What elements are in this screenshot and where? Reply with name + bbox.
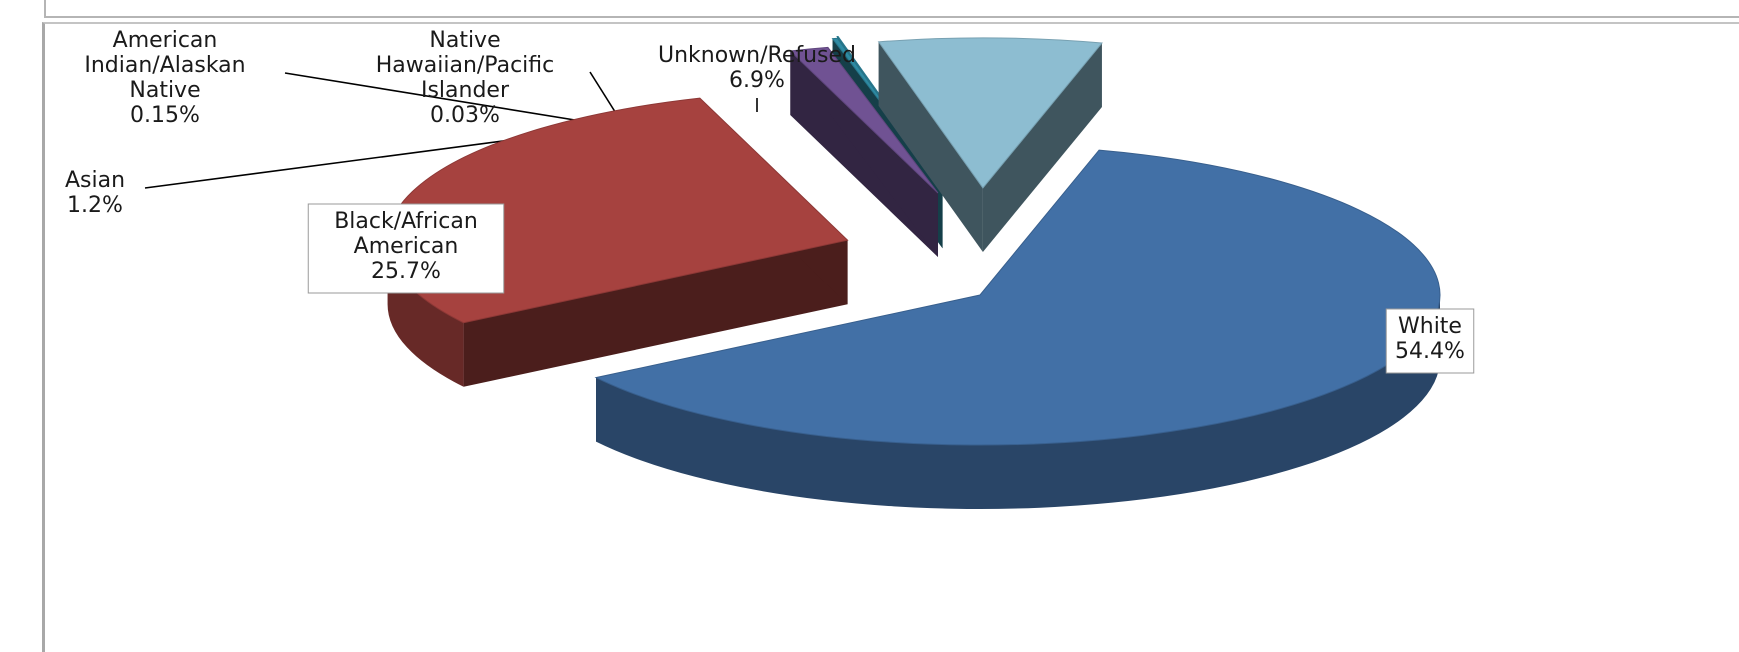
slice-outer-wall	[387, 240, 464, 387]
data-label-line: 25.7%	[371, 259, 441, 284]
slice-side-wall	[878, 41, 983, 252]
data-label-line: 54.4%	[1395, 339, 1465, 364]
data-label-box	[307, 203, 505, 294]
data-label-line: Indian/Alaskan	[84, 53, 245, 78]
data-label-line: American	[113, 28, 218, 53]
data-label-line: 0.15%	[130, 103, 200, 128]
pie-slice-5	[877, 37, 1103, 252]
data-label-line: Native	[429, 28, 500, 53]
pie-chart: White54.4%Black/AfricanAmerican25.7%Asia…	[65, 28, 1475, 510]
data-label-line: Hawaiian/Pacific	[376, 53, 554, 78]
pie-slices	[387, 35, 1441, 510]
slice-side-wall	[463, 240, 848, 387]
slice-side-wall	[982, 43, 1102, 252]
data-label-line: 1.2%	[67, 193, 123, 218]
data-label-line: 6.9%	[729, 68, 785, 93]
data-label-box	[1385, 308, 1475, 374]
data-label-line: Islander	[421, 78, 510, 103]
data-label-line: White	[1398, 314, 1462, 339]
slice-top-face	[877, 37, 1103, 189]
pie-slice-0	[594, 149, 1441, 510]
slice-outer-wall	[596, 295, 1440, 510]
slice-top-face	[594, 149, 1441, 446]
pie-slice-2	[789, 46, 939, 258]
leader-line	[284, 72, 619, 128]
data-label-line: American	[354, 234, 459, 259]
top-panel-border	[44, 0, 1739, 18]
data-label-line: Black/African	[334, 209, 478, 234]
data-label-line: 0.03%	[430, 103, 500, 128]
data-labels: White54.4%Black/AfricanAmerican25.7%Asia…	[65, 28, 1475, 374]
slice-top-face	[789, 46, 939, 194]
data-label-line: Asian	[65, 168, 125, 193]
data-label-line: Native	[129, 78, 200, 103]
data-label-line: Unknown/Refused	[658, 43, 856, 68]
